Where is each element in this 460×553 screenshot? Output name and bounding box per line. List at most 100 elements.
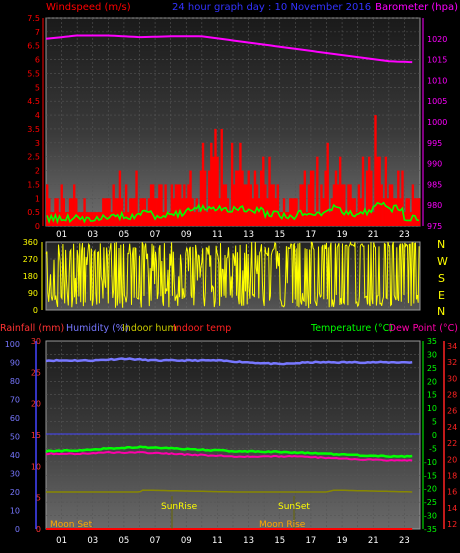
wind-bar xyxy=(48,198,51,226)
temperature-title: Temperature (°C) xyxy=(310,323,393,334)
windspeed-tick-label: 7.5 xyxy=(27,14,40,23)
wind-bar xyxy=(237,170,240,226)
windspeed-ticks: 0 0.5 1 1.5 2 2.5 3 3.5 4 4.5 5 5.5 6 6.5 7 7.5 xyxy=(27,14,44,231)
wind-bar xyxy=(399,198,402,226)
indoor-temp-ticks: 12 14 16 18 20 22 24 26 28 30 32 34 xyxy=(447,342,457,529)
wind-bar xyxy=(118,170,122,226)
wind-bar xyxy=(189,170,192,226)
wind-bar xyxy=(378,156,381,226)
wind-bar xyxy=(233,184,236,226)
wind-bar xyxy=(166,212,169,226)
windspeed-tick-label: 2.5 xyxy=(27,153,40,162)
chart-day-title: 24 hour graph day : 10 November 2016 xyxy=(172,2,371,13)
wind-bar xyxy=(305,212,309,226)
wind-bar xyxy=(185,198,188,226)
barometer-tick-label: 995 xyxy=(427,139,442,148)
wind-bar xyxy=(328,212,331,226)
wind-bar xyxy=(345,212,348,226)
humidity-tick-label: 0 xyxy=(15,525,20,534)
wind-bar xyxy=(363,212,367,226)
wind-bar xyxy=(397,170,400,226)
wind-bar xyxy=(268,156,271,226)
indoor-temp-tick-label: 26 xyxy=(447,407,457,416)
hour-tick-label: 15 xyxy=(274,536,285,546)
barometer-tick-label: 1005 xyxy=(427,97,447,106)
indoor-temp-tick-label: 30 xyxy=(447,374,457,383)
temperature-ticks: -35 -30 -25 -20 -15 -10 -5 0 5 10 15 20 25 30 35 xyxy=(422,337,437,534)
indoor-temp-tick-label: 12 xyxy=(447,520,457,529)
wind-bar xyxy=(151,184,155,226)
humidity-tick-label: 30 xyxy=(10,469,20,478)
windspeed-tick-label: 0 xyxy=(35,222,40,231)
wind-bar xyxy=(311,170,315,226)
wind-bar xyxy=(85,212,88,226)
wind-bar xyxy=(95,212,99,226)
barometer-tick-label: 1010 xyxy=(427,76,447,85)
temperature-tick-label: 5 xyxy=(432,418,437,427)
wind-bar xyxy=(91,212,95,226)
windspeed-tick-label: 4.5 xyxy=(27,97,40,106)
barometer-line xyxy=(45,34,413,64)
wind-bar xyxy=(145,212,149,226)
wind-bar xyxy=(334,170,338,226)
humidity-tick-label: 50 xyxy=(10,432,20,441)
wind-bar xyxy=(351,198,354,226)
windspeed-tick-label: 5.5 xyxy=(27,69,40,78)
wind-bar xyxy=(278,212,282,226)
temperature-tick-label: 25 xyxy=(427,364,437,373)
wind-bar xyxy=(205,212,209,226)
hour-tick-label: 03 xyxy=(87,230,98,240)
hour-tick-label: 21 xyxy=(368,230,379,240)
wind-bar xyxy=(316,156,319,226)
sunset-label: SunSet xyxy=(278,502,310,512)
wind-bar xyxy=(181,198,184,226)
hour-tick-label: 17 xyxy=(306,536,317,546)
wind-bar xyxy=(58,212,61,226)
wind-bar xyxy=(62,198,65,226)
compass-label-n-bottom: N xyxy=(437,305,445,318)
moon-set-label: Moon Set xyxy=(50,520,93,530)
wind-bar xyxy=(102,198,105,226)
compass-label-w: W xyxy=(437,255,448,268)
wind-bar xyxy=(239,142,242,226)
wind-bar xyxy=(272,184,275,226)
wind-bar xyxy=(210,142,213,226)
wind-bar xyxy=(176,184,180,226)
wind-bar xyxy=(249,184,252,226)
wind-bar xyxy=(222,184,225,226)
wind-bar xyxy=(284,212,288,226)
temperature-grid xyxy=(46,341,420,529)
barometer-axis-title: Barometer (hpa) xyxy=(375,2,458,13)
wind-bar xyxy=(338,156,342,226)
barometer-tick-label: 1020 xyxy=(427,35,447,44)
windspeed-axis-title: Windspeed (m/s) xyxy=(46,2,131,13)
humidity-tick-label: 10 xyxy=(10,506,20,515)
temperature-tick-label: -35 xyxy=(424,525,437,534)
indoor-temp-title: Indoor temp xyxy=(173,323,231,334)
temperature-tick-label: 0 xyxy=(432,431,437,440)
wind-bar xyxy=(361,156,365,226)
wind-bar xyxy=(212,156,215,226)
rainfall-title: Rainfall (mm) xyxy=(0,323,64,334)
barometer-tick-label: 975 xyxy=(427,222,442,231)
humidity-tick-label: 20 xyxy=(10,488,20,497)
wind-bar xyxy=(318,212,321,226)
wind-bar xyxy=(70,198,74,226)
wind-bar xyxy=(243,184,246,226)
direction-ticks: 0 90 180 270 360 xyxy=(23,238,43,315)
wind-bar xyxy=(309,170,313,226)
wind-bar xyxy=(349,184,352,226)
wind-bar xyxy=(197,212,201,226)
wind-bar xyxy=(193,212,196,226)
direction-tick-label: 360 xyxy=(23,238,38,247)
wind-bar xyxy=(320,184,323,226)
wind-bar xyxy=(220,128,223,226)
wind-hour-ticks: 01 03 05 07 09 11 13 15 17 19 21 23 xyxy=(56,230,410,240)
hour-tick-label: 13 xyxy=(243,230,254,240)
wind-bar xyxy=(139,198,142,226)
hour-tick-label: 09 xyxy=(181,230,192,240)
windspeed-tick-label: 3 xyxy=(35,139,40,148)
wind-bar xyxy=(162,212,165,226)
wind-bar xyxy=(228,212,232,226)
wind-bar xyxy=(276,184,280,226)
